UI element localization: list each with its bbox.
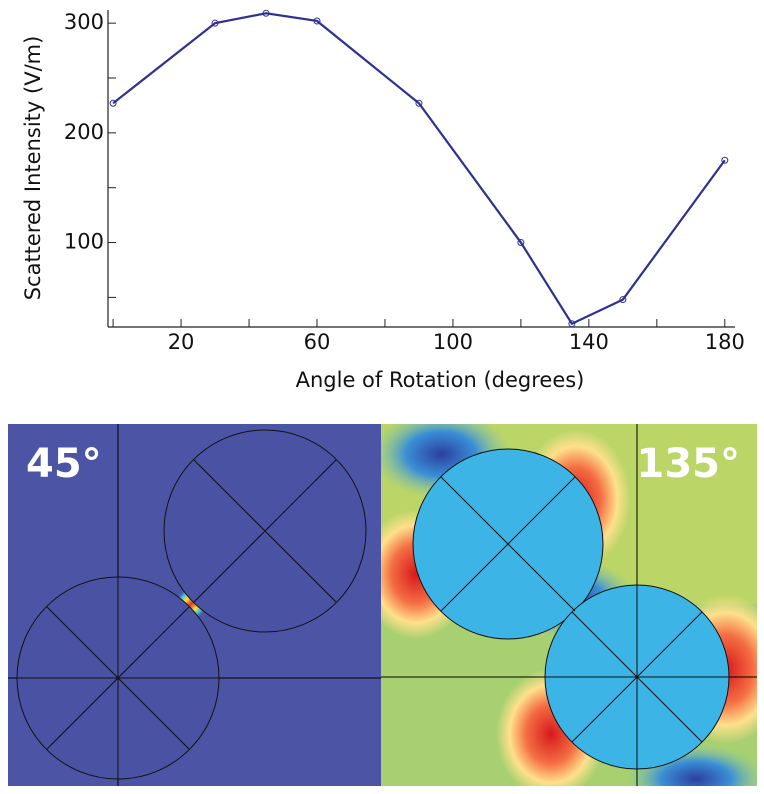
data-point	[109, 99, 117, 107]
x-tick-label: 140	[569, 330, 609, 354]
x-tick-label: 180	[705, 330, 745, 354]
x-tick-label: 100	[433, 330, 473, 354]
y-tick-label: 200	[64, 120, 104, 144]
y-tick-label: 300	[64, 10, 104, 34]
panel-135: 135°	[381, 424, 757, 786]
x-axis-label: Angle of Rotation (degrees)	[296, 368, 585, 392]
data-point	[313, 17, 321, 25]
panel-45: 45°	[8, 424, 381, 786]
y-axis-label: Scattered Intensity (V/m)	[21, 36, 45, 301]
data-point	[262, 9, 270, 17]
series-line	[112, 12, 726, 326]
data-point	[415, 99, 423, 107]
panel-label: 135°	[637, 441, 741, 487]
data-point	[211, 19, 219, 27]
data-point	[517, 239, 525, 247]
y-tick-label: 100	[64, 230, 104, 254]
data-point	[568, 320, 576, 328]
x-tick-label: 60	[304, 330, 331, 354]
data-point	[619, 296, 627, 304]
field	[381, 424, 757, 786]
panel-label: 45°	[26, 441, 102, 487]
particle-mesh	[440, 476, 729, 769]
particle-mesh	[17, 459, 337, 779]
x-tick-label: 20	[168, 330, 195, 354]
data-point	[721, 156, 729, 164]
